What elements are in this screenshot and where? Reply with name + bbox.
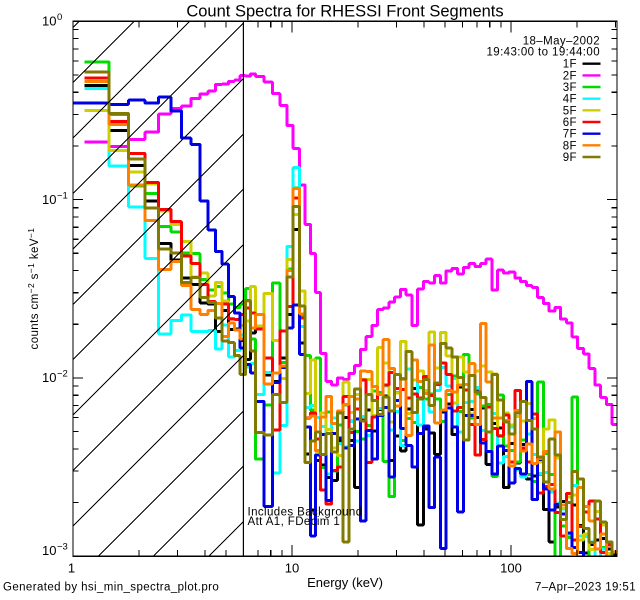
svg-text:counts cm−2 s−1 keV−1: counts cm−2 s−1 keV−1 <box>26 228 41 350</box>
svg-text:−2: −2 <box>57 369 68 380</box>
svg-text:Att A1, FDecim 1: Att A1, FDecim 1 <box>248 516 341 528</box>
svg-text:1: 1 <box>68 561 75 576</box>
svg-text:−1: −1 <box>57 190 68 201</box>
svg-text:3F: 3F <box>563 82 577 94</box>
svg-text:6F: 6F <box>563 117 577 129</box>
svg-text:4F: 4F <box>563 94 577 106</box>
svg-text:10: 10 <box>42 14 56 29</box>
svg-text:Includes Background: Includes Background <box>248 507 363 519</box>
svg-text:19:43:00 to 19:44:00: 19:43:00 to 19:44:00 <box>486 47 600 59</box>
svg-text:10: 10 <box>42 370 56 385</box>
svg-text:9F: 9F <box>563 152 577 164</box>
svg-text:1F: 1F <box>563 59 577 71</box>
svg-text:−3: −3 <box>57 542 68 553</box>
svg-text:10: 10 <box>42 543 56 558</box>
svg-text:7F: 7F <box>563 129 577 141</box>
svg-text:10: 10 <box>285 561 299 576</box>
svg-text:5F: 5F <box>563 105 577 117</box>
svg-text:18–May–2002: 18–May–2002 <box>523 36 600 48</box>
svg-text:7–Apr–2023 19:51: 7–Apr–2023 19:51 <box>535 582 636 594</box>
svg-text:Generated by hsi_min_spectra_p: Generated by hsi_min_spectra_plot.pro <box>3 582 219 594</box>
svg-text:Energy (keV): Energy (keV) <box>307 575 383 590</box>
svg-text:0: 0 <box>57 12 62 23</box>
svg-text:Count Spectra for RHESSI Front: Count Spectra for RHESSI Front Segments <box>186 3 503 21</box>
svg-text:8F: 8F <box>563 140 577 152</box>
svg-text:2F: 2F <box>563 70 577 82</box>
svg-text:10: 10 <box>42 192 56 207</box>
svg-text:100: 100 <box>500 561 522 576</box>
